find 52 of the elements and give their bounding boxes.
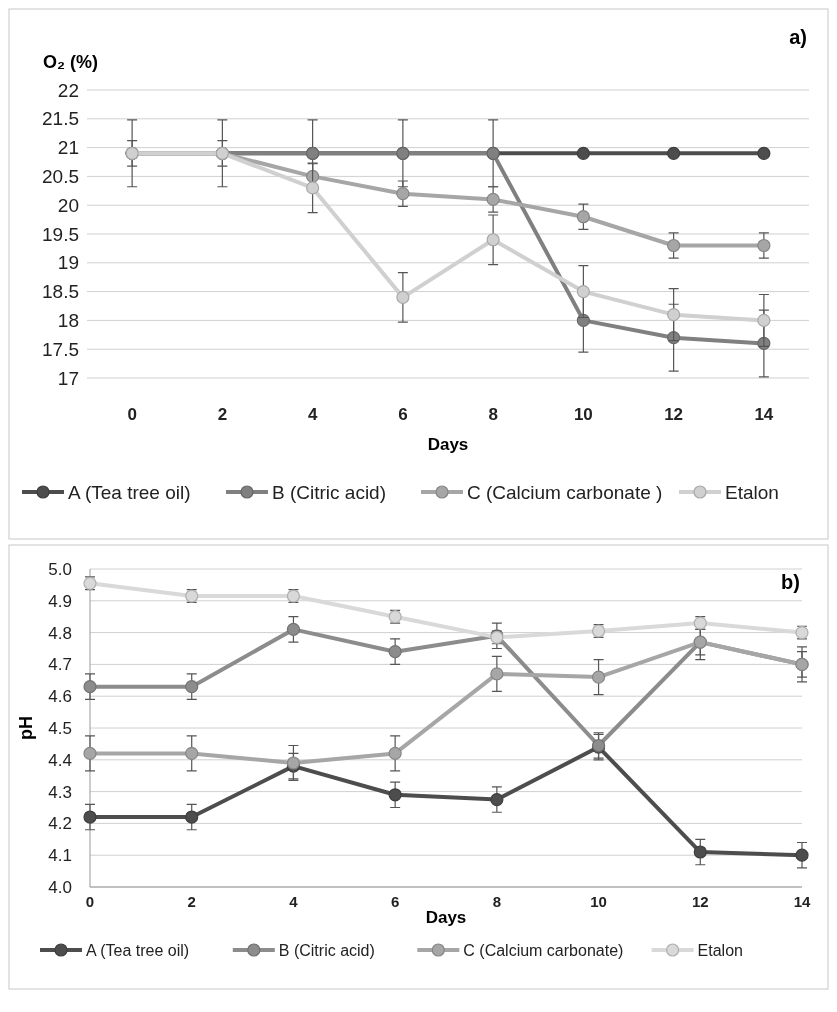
y-tick-label: 4.1 [48, 846, 72, 866]
y-tick-label: 18.5 [42, 281, 79, 303]
y-tick-label: 20.5 [42, 166, 79, 188]
y-axis-title: O₂ (%) [43, 52, 98, 72]
legend-label: A (Tea tree oil) [86, 941, 190, 959]
legend-label: B (Citric acid) [272, 481, 387, 503]
x-tick-label: 14 [754, 405, 774, 424]
y-tick-label: 19 [57, 252, 79, 274]
y-tick-label: 19.5 [42, 223, 79, 245]
legend-label: Etalon [725, 481, 779, 503]
x-tick-label: 12 [691, 893, 709, 910]
x-tick-label: 6 [398, 405, 408, 424]
legend-label: Etalon [697, 941, 743, 959]
y-tick-label: 4.0 [48, 877, 72, 897]
x-tick-label: 10 [590, 893, 607, 910]
legend-label: A (Tea tree oil) [68, 481, 191, 503]
x-tick-label: 2 [217, 405, 228, 424]
y-tick-label: 18 [57, 310, 79, 332]
y-tick-label: 4.8 [48, 623, 72, 643]
legend-label: B (Citric acid) [278, 941, 375, 959]
y-tick-label: 17.5 [42, 338, 79, 360]
y-tick-label: 4.3 [48, 782, 72, 802]
x-tick-label: 6 [390, 893, 400, 910]
x-tick-label: 14 [793, 893, 811, 910]
y-axis-title: pH [16, 716, 36, 740]
x-tick-label: 0 [127, 405, 137, 424]
chart-title: b) [781, 571, 800, 593]
y-tick-label: 4.2 [48, 814, 72, 834]
legend-label: C (Calcium carbonate) [463, 941, 624, 959]
x-axis-title: Days [427, 435, 469, 454]
y-tick-label: 4.7 [48, 655, 72, 675]
y-tick-label: 5.0 [48, 559, 72, 579]
x-tick-label: 8 [492, 893, 502, 910]
x-tick-label: 12 [664, 405, 684, 424]
y-tick-label: 4.4 [48, 750, 72, 770]
x-tick-label: 4 [307, 405, 318, 424]
y-tick-label: 22 [57, 79, 79, 101]
y-tick-label: 4.9 [48, 591, 72, 611]
y-tick-label: 4.5 [48, 718, 72, 738]
y-tick-label: 21.5 [42, 108, 79, 130]
y-tick-label: 21 [57, 137, 79, 159]
legend-label: C (Calcium carbonate ) [467, 481, 663, 503]
x-tick-label: 8 [488, 405, 498, 424]
y-tick-label: 4.6 [48, 687, 72, 707]
x-tick-label: 2 [187, 893, 196, 910]
x-tick-label: 4 [289, 893, 299, 910]
chart-title: a) [789, 26, 807, 48]
y-tick-label: 17 [57, 367, 79, 389]
y-tick-label: 20 [57, 194, 79, 216]
x-tick-label: 10 [573, 405, 593, 424]
x-tick-label: 0 [85, 893, 95, 910]
x-axis-title: Days [425, 908, 467, 927]
